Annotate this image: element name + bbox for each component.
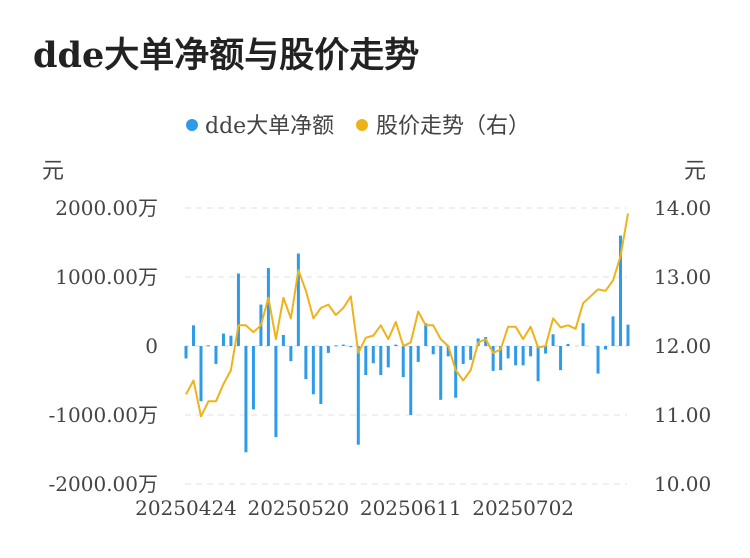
x-tick-label: 20250702 bbox=[472, 496, 574, 520]
y-right-tick-label: 12.00 bbox=[654, 334, 711, 358]
dde-bar bbox=[469, 346, 473, 360]
dde-bar bbox=[604, 346, 608, 350]
dde-bar bbox=[424, 323, 428, 346]
dde-bar bbox=[349, 346, 353, 347]
legend-label-1: dde大单净额 bbox=[205, 114, 334, 139]
dde-bar bbox=[536, 346, 540, 382]
dde-bar bbox=[409, 346, 413, 415]
y-right-tick-label: 11.00 bbox=[654, 403, 711, 427]
dde-bar bbox=[619, 235, 623, 346]
dde-bar bbox=[484, 337, 488, 346]
dde-bar bbox=[229, 335, 233, 346]
dde-bar bbox=[199, 346, 203, 402]
dde-bar bbox=[319, 346, 323, 404]
x-tick-label: 20250520 bbox=[247, 496, 349, 520]
chart-title: dde大单净额与股价走势 bbox=[33, 35, 420, 76]
dde-bar bbox=[431, 346, 435, 355]
dde-bar bbox=[454, 346, 458, 398]
y-left-tick-label: -1000.00万 bbox=[49, 403, 158, 427]
y-right-tick-label: 10.00 bbox=[654, 472, 711, 496]
dde-bar bbox=[251, 346, 255, 410]
dde-bar bbox=[559, 346, 563, 371]
x-tick-label: 20250611 bbox=[360, 496, 462, 520]
dde-bar bbox=[311, 346, 315, 395]
line-series bbox=[185, 213, 629, 418]
dde-bar bbox=[334, 345, 338, 347]
dde-bar bbox=[521, 346, 525, 366]
dde-bar bbox=[611, 316, 615, 346]
y-left-tick-label: 1000.00万 bbox=[55, 265, 158, 289]
dde-bar bbox=[206, 345, 210, 347]
dde-bar bbox=[551, 334, 555, 346]
legend-label-2: 股价走势（右） bbox=[376, 114, 530, 139]
dde-bar bbox=[289, 346, 293, 362]
y-right-axis-label: 元 bbox=[684, 159, 706, 184]
dde-bar bbox=[304, 346, 308, 380]
dde-bar bbox=[191, 325, 195, 346]
y-left-axis-label: 元 bbox=[42, 159, 64, 184]
y-right-tick-label: 13.00 bbox=[654, 265, 711, 289]
dde-bar bbox=[499, 346, 503, 371]
dde-bar bbox=[214, 346, 218, 364]
y-left-tick-label: 0 bbox=[145, 334, 158, 358]
legend-marker-1 bbox=[186, 119, 198, 131]
dde-bar bbox=[221, 333, 225, 346]
bar-series bbox=[184, 235, 630, 453]
dde-bar bbox=[581, 323, 585, 346]
dde-bar bbox=[386, 346, 390, 368]
dde-bar bbox=[281, 334, 285, 346]
dde-bar bbox=[371, 346, 375, 364]
dde-bar bbox=[416, 346, 420, 362]
dde-bar bbox=[514, 346, 518, 366]
dde-bar bbox=[529, 346, 533, 357]
legend[interactable]: dde大单净额 股价走势（右） bbox=[186, 114, 530, 139]
dde-bar bbox=[184, 346, 188, 359]
legend-marker-2 bbox=[356, 119, 368, 131]
x-axis-ticks: 20250424 20250520 20250611 20250702 bbox=[135, 496, 574, 520]
dde-bar bbox=[596, 346, 600, 374]
dde-bar bbox=[326, 346, 330, 353]
dde-bar bbox=[236, 273, 240, 346]
dde-bar bbox=[544, 346, 548, 354]
price-line bbox=[185, 213, 629, 418]
dde-bar bbox=[401, 346, 405, 378]
dde-bar bbox=[296, 253, 300, 346]
gridlines: 2000.00万 1000.00万 0 -1000.00万 -2000.00万 14.00… bbox=[49, 196, 712, 496]
dde-bar bbox=[439, 346, 443, 400]
dde-bar bbox=[626, 324, 630, 346]
axis-labels: 元元 bbox=[42, 159, 706, 184]
dde-bar bbox=[266, 268, 270, 346]
dde-bar bbox=[244, 346, 248, 453]
y-right-tick-label: 14.00 bbox=[654, 196, 711, 220]
y-left-tick-label: 2000.00万 bbox=[55, 196, 158, 220]
y-left-tick-label: -2000.00万 bbox=[49, 472, 158, 496]
dde-bar bbox=[491, 346, 495, 371]
dde-bar bbox=[274, 346, 278, 438]
dde-bar bbox=[506, 346, 510, 359]
dde-bar bbox=[379, 346, 383, 375]
dde-bar bbox=[364, 346, 368, 375]
dde-bar bbox=[461, 346, 465, 364]
dde-bar bbox=[566, 343, 570, 346]
dde-bar bbox=[446, 346, 450, 357]
x-tick-label: 20250424 bbox=[135, 496, 237, 520]
dde-bar bbox=[356, 346, 360, 445]
dde-bar bbox=[394, 344, 398, 346]
dde-bar bbox=[341, 344, 345, 346]
